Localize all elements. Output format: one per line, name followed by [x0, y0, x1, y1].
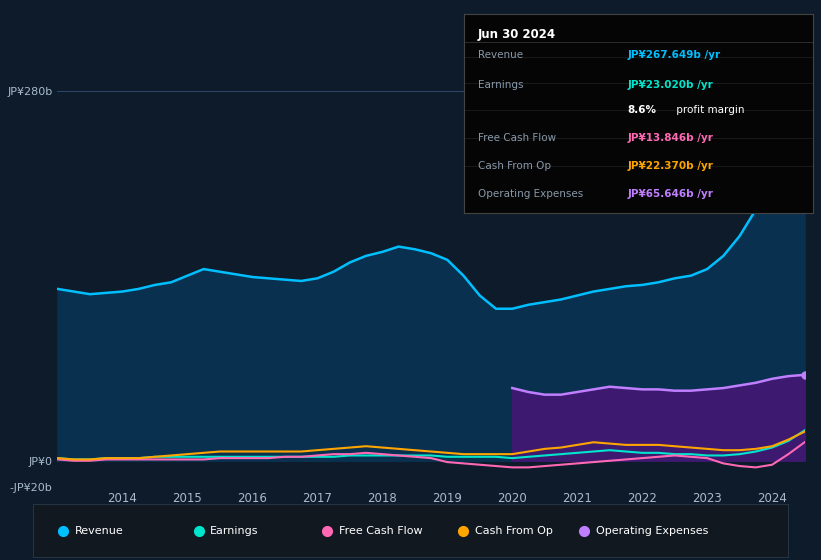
Text: Cash From Op: Cash From Op [478, 161, 551, 171]
Text: Earnings: Earnings [478, 80, 523, 90]
Text: profit margin: profit margin [673, 105, 745, 115]
Text: JP¥23.020b /yr: JP¥23.020b /yr [628, 80, 713, 90]
Text: JP¥13.846b /yr: JP¥13.846b /yr [628, 133, 713, 143]
Text: Earnings: Earnings [210, 526, 259, 535]
Text: JP¥22.370b /yr: JP¥22.370b /yr [628, 161, 713, 171]
Text: Operating Expenses: Operating Expenses [478, 189, 583, 199]
Text: 8.6%: 8.6% [628, 105, 657, 115]
Text: JP¥65.646b /yr: JP¥65.646b /yr [628, 189, 713, 199]
Text: Jun 30 2024: Jun 30 2024 [478, 28, 556, 41]
Text: Free Cash Flow: Free Cash Flow [339, 526, 422, 535]
Text: JP¥267.649b /yr: JP¥267.649b /yr [628, 50, 721, 60]
Text: Revenue: Revenue [75, 526, 123, 535]
Text: Revenue: Revenue [478, 50, 523, 60]
Text: Operating Expenses: Operating Expenses [595, 526, 708, 535]
Text: Cash From Op: Cash From Op [475, 526, 553, 535]
Text: Free Cash Flow: Free Cash Flow [478, 133, 556, 143]
